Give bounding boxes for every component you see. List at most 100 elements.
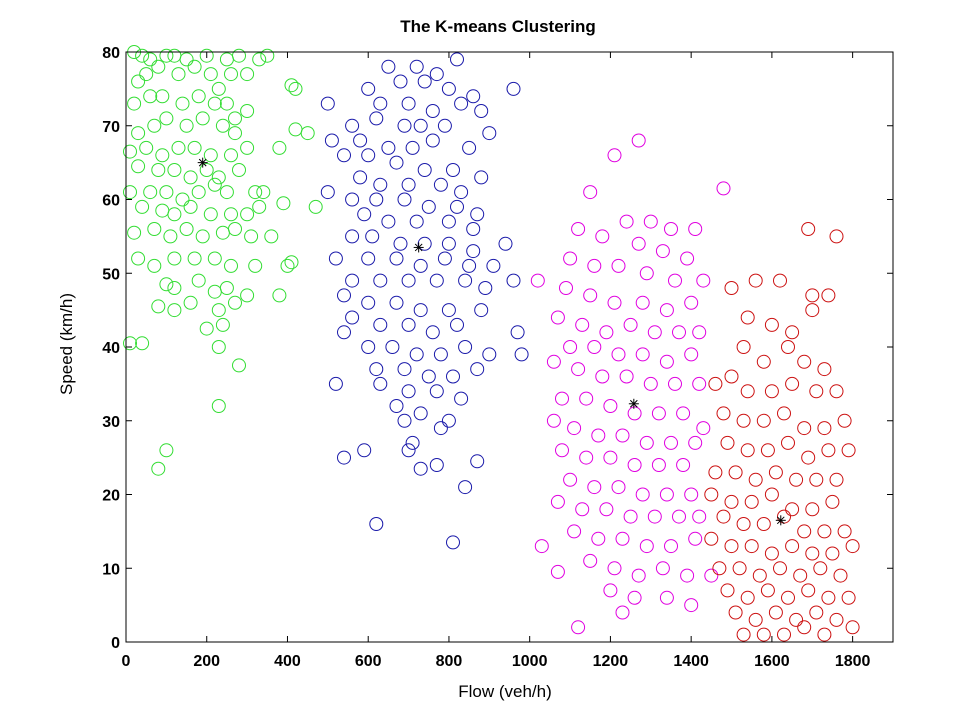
data-point-cluster4: [829, 384, 844, 399]
data-point-cluster3: [696, 273, 711, 288]
data-point-cluster3: [651, 406, 666, 421]
data-point-cluster1: [240, 104, 255, 118]
data-point-cluster4: [809, 472, 824, 487]
data-point-cluster1: [143, 89, 158, 104]
data-point-cluster2: [373, 376, 388, 391]
data-point-cluster3: [631, 133, 646, 148]
data-point-cluster1: [219, 281, 234, 295]
data-point-cluster3: [647, 509, 662, 524]
data-point-cluster2: [337, 325, 351, 340]
data-point-cluster2: [425, 104, 440, 118]
data-point-cluster3: [575, 317, 590, 332]
data-point-cluster1: [147, 222, 162, 236]
data-point-cluster2: [397, 118, 412, 133]
data-point-cluster1: [187, 140, 202, 155]
data-point-cluster2: [458, 340, 473, 354]
data-point-cluster2: [413, 406, 428, 421]
data-point-cluster4: [825, 546, 840, 561]
data-point-cluster4: [813, 561, 828, 576]
data-point-cluster3: [530, 273, 545, 288]
data-point-cluster2: [353, 170, 368, 185]
data-point-cluster3: [583, 185, 598, 200]
y-tick-label: 30: [102, 414, 120, 431]
data-point-cluster3: [571, 362, 586, 377]
data-point-cluster1: [183, 295, 198, 310]
data-point-cluster2: [458, 273, 473, 288]
data-point-cluster2: [413, 118, 428, 133]
data-point-cluster2: [405, 435, 420, 450]
data-point-cluster4: [773, 561, 787, 576]
data-point-cluster2: [514, 347, 529, 362]
data-point-cluster3: [680, 568, 695, 583]
data-point-cluster4: [821, 288, 836, 303]
data-point-cluster1: [167, 163, 182, 177]
data-point-cluster1: [219, 185, 234, 200]
data-point-cluster1: [159, 111, 174, 126]
data-point-cluster1: [155, 203, 170, 218]
data-point-cluster4: [805, 288, 820, 303]
data-point-cluster2: [385, 340, 400, 354]
data-point-cluster4: [781, 590, 795, 605]
data-point-cluster4: [801, 450, 816, 465]
data-point-cluster3: [567, 421, 582, 436]
data-point-cluster4: [789, 472, 804, 487]
data-point-cluster3: [639, 435, 654, 450]
data-point-cluster2: [429, 67, 444, 82]
data-point-cluster1: [151, 59, 166, 74]
data-point-cluster3: [550, 310, 565, 325]
data-point-cluster1: [248, 185, 263, 200]
data-point-cluster2: [397, 362, 412, 377]
y-tick-label: 80: [102, 45, 120, 62]
data-point-cluster4: [785, 325, 800, 340]
data-point-cluster4: [704, 531, 719, 546]
data-point-cluster2: [441, 236, 456, 251]
data-point-cluster4: [797, 620, 812, 635]
data-point-cluster1: [224, 258, 238, 273]
data-point-cluster4: [756, 413, 771, 428]
data-point-cluster1: [228, 222, 242, 236]
data-point-cluster3: [627, 406, 642, 421]
data-point-cluster3: [696, 421, 711, 436]
data-point-cluster3: [583, 553, 598, 568]
data-point-cluster2: [381, 214, 396, 229]
data-point-cluster3: [591, 531, 606, 546]
data-point-cluster2: [429, 273, 444, 288]
data-point-cluster2: [401, 443, 416, 458]
data-point-cluster4: [845, 620, 860, 635]
data-point-cluster1: [179, 52, 194, 67]
data-point-cluster1: [143, 52, 158, 67]
data-point-cluster4: [736, 627, 751, 642]
points-layer: [123, 45, 860, 642]
data-point-cluster4: [720, 583, 735, 598]
data-point-cluster4: [764, 546, 779, 561]
data-point-cluster4: [817, 362, 832, 377]
data-point-cluster3: [651, 458, 666, 472]
data-point-cluster1: [127, 96, 142, 111]
data-point-cluster2: [413, 303, 428, 318]
data-point-cluster3: [575, 502, 590, 517]
data-point-cluster2: [361, 81, 376, 96]
data-point-cluster4: [833, 568, 848, 583]
data-point-cluster4: [724, 494, 739, 509]
data-point-cluster4: [740, 443, 755, 458]
x-tick-label: 600: [355, 653, 382, 670]
data-point-cluster1: [288, 81, 303, 96]
data-point-cluster4: [736, 517, 751, 531]
data-point-cluster2: [454, 185, 469, 200]
data-point-cluster4: [716, 406, 731, 421]
data-point-cluster2: [357, 207, 372, 222]
data-point-cluster1: [228, 111, 242, 126]
data-point-cluster4: [837, 413, 852, 428]
data-point-cluster4: [817, 421, 832, 436]
data-point-cluster3: [571, 222, 586, 236]
data-point-cluster3: [615, 531, 630, 546]
data-point-cluster2: [337, 288, 351, 303]
data-point-cluster2: [474, 303, 489, 318]
data-point-cluster3: [659, 303, 674, 318]
data-point-cluster3: [615, 605, 630, 620]
data-point-cluster1: [215, 317, 230, 332]
x-tick-label: 0: [122, 653, 131, 670]
data-point-cluster4: [748, 273, 763, 288]
data-point-cluster2: [462, 258, 477, 273]
data-point-cluster4: [748, 472, 763, 487]
